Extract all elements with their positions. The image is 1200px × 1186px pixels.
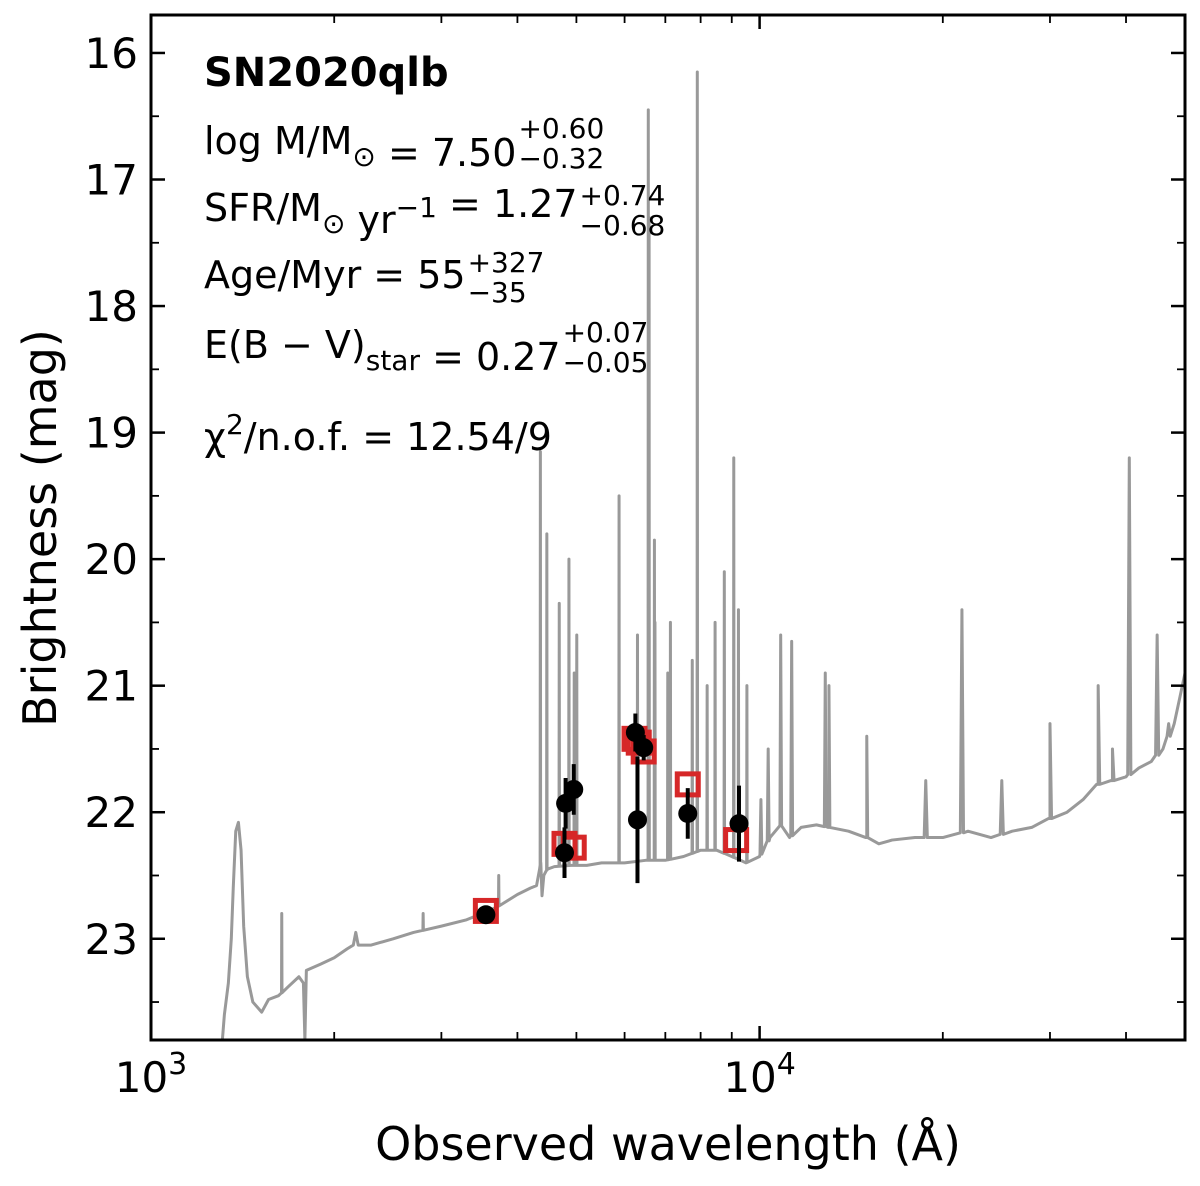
y-tick-label: 20 (85, 535, 138, 584)
observed-photometry-point (729, 814, 749, 834)
observed-photometry-point (555, 843, 575, 863)
annotation-equals: = (361, 253, 417, 297)
annotation-lhs-sub: ⊙ (352, 140, 375, 173)
annotation-plus-err: +327 (468, 246, 545, 279)
annotation-minus-err: −0.68 (580, 209, 666, 242)
annotation-value: 1.27 (493, 182, 578, 226)
annotation-age: Age/Myr = 55 (204, 253, 466, 297)
observed-photometry-point (634, 738, 654, 758)
observed-photometry-point (625, 723, 645, 742)
annotation-value: 7.50 (432, 131, 517, 175)
annotation-minus-err: −35 (468, 276, 527, 309)
chart-title: SN2020qlb (204, 50, 449, 96)
annotation-equals: = (376, 131, 432, 175)
annotation-equals: = (350, 415, 406, 459)
annotation-lhs-sub: star (366, 344, 421, 377)
annotation-chi: χ2/n.o.f. = 12.54/9 (204, 408, 552, 459)
y-tick-labels: 16 17 18 19 20 21 22 23 (85, 29, 138, 964)
y-tick-label: 22 (85, 788, 138, 837)
y-tick-label: 19 (85, 409, 138, 458)
model-spectrum-group (220, 70, 1185, 1040)
annotation-sfr: SFR/M⊙ yr−1 = 1.27 (204, 182, 578, 242)
y-axis-title: Brightness (mag) (13, 329, 67, 727)
annotation-mass: log M/M⊙ = 7.50 (204, 119, 516, 175)
annotation-lhs: E(B − V) (204, 323, 366, 367)
annotation-lhs: log M/M (204, 119, 352, 163)
y-tick-label: 18 (85, 282, 138, 331)
annotation-lhs-sup: −1 (396, 191, 437, 224)
annotation-lhs-tail: yr (345, 198, 396, 242)
plot-frame (149, 13, 1187, 1042)
annotation-equals: = (420, 335, 476, 379)
annotation-lhs-sup: 2 (226, 408, 244, 441)
annotation-lhs-sub: ⊙ (322, 207, 345, 240)
annotation-value: 55 (417, 253, 465, 297)
annotation-minus-err: −0.05 (563, 346, 649, 379)
annotation-lhs: Age/Myr (204, 253, 362, 297)
y-tick-label: 17 (85, 156, 138, 205)
annotation-value: 12.54/9 (406, 415, 552, 459)
annotation-plus-err: +0.74 (580, 179, 666, 212)
annotation-lhs-tail: /n.o.f. (244, 415, 350, 459)
observed-photometry-point (556, 793, 576, 813)
model-spectrum-line (220, 70, 1185, 1040)
observed-photometry-point (564, 779, 584, 799)
annotation-ebv: E(B − V)star = 0.27 (204, 323, 561, 379)
annotation-minus-err: −0.32 (518, 142, 604, 175)
observed-photometry-point (476, 905, 496, 925)
annotation-lhs: χ (204, 415, 226, 459)
x-axis-title: Observed wavelength (Å) (375, 1117, 961, 1171)
y-tick-label: 21 (85, 662, 138, 711)
annotation-equals: = (437, 182, 493, 226)
annotation-plus-err: +0.07 (563, 316, 649, 349)
annotation-plus-err: +0.60 (518, 112, 604, 145)
observed-photometry-point (678, 803, 698, 823)
plot-area (149, 13, 1187, 1042)
annotation-lhs: SFR/M (204, 186, 322, 230)
annotation-value: 0.27 (476, 335, 561, 379)
observed-photometry-point (627, 810, 647, 830)
y-tick-label: 16 (85, 29, 138, 78)
y-tick-label: 23 (85, 915, 138, 964)
photometry-group (472, 713, 750, 925)
x-tick-exponent: 3 (168, 1047, 187, 1082)
x-tick-exponent: 4 (777, 1047, 796, 1082)
